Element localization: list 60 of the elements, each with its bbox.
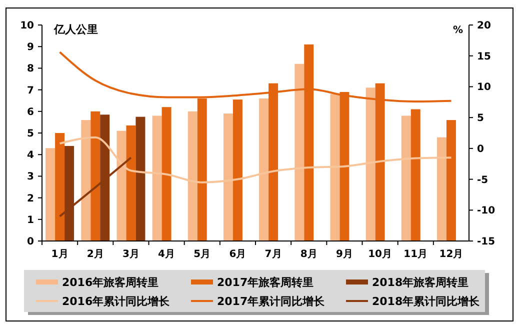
bar <box>126 125 136 241</box>
x-tick-label: 8月 <box>300 249 318 260</box>
y-tick-label: 10 <box>20 20 34 32</box>
x-tick-label: 5月 <box>194 249 211 260</box>
bar <box>259 98 269 241</box>
y-tick-label: 5 <box>27 128 34 140</box>
y2-tick-label: 0 <box>477 144 484 155</box>
y2-tick-label: -10 <box>477 206 496 217</box>
legend-label: 2018年累计同比增长 <box>372 294 481 308</box>
bar <box>152 116 162 241</box>
y2-axis-title: % <box>452 25 463 36</box>
bar <box>90 111 100 241</box>
legend-label: 2017年旅客周转里 <box>217 276 314 289</box>
y-tick-label: 7 <box>27 85 34 96</box>
y-tick-label: 4 <box>27 150 34 162</box>
legend-label: 2018年旅客周转里 <box>372 276 469 289</box>
bar <box>294 64 304 241</box>
x-tick-label: 11月 <box>404 249 428 260</box>
bar <box>330 94 340 241</box>
bar <box>436 137 446 241</box>
y-tick-label: 3 <box>27 172 34 183</box>
y2-tick-label: 5 <box>477 113 484 124</box>
x-tick-label: 1月 <box>51 249 68 260</box>
bar <box>116 130 126 241</box>
bar <box>136 116 146 241</box>
x-tick-label: 7月 <box>264 249 282 260</box>
bar <box>46 148 56 241</box>
bar <box>446 120 456 241</box>
y2-tick-label: -5 <box>477 174 488 186</box>
y-tick-label: 2 <box>27 193 34 204</box>
y2-tick-label: -15 <box>477 236 496 248</box>
bar <box>188 111 198 241</box>
line-series <box>58 136 452 184</box>
y-axis-title: 亿人公里 <box>53 23 98 36</box>
bar <box>223 114 233 241</box>
x-tick-label: 10月 <box>368 249 392 260</box>
bar <box>55 133 65 241</box>
x-tick-label: 4月 <box>158 249 176 260</box>
x-tick-label: 3月 <box>122 249 140 260</box>
y2-tick-label: 20 <box>477 20 491 32</box>
y2-tick-label: 10 <box>477 82 491 94</box>
y-tick-label: 1 <box>27 214 34 226</box>
y2-tick-label: 15 <box>477 51 491 62</box>
x-tick-label: 9月 <box>336 249 353 260</box>
x-tick-label: 2月 <box>86 249 104 260</box>
y-tick-label: 6 <box>27 106 34 118</box>
legend-label: 2016年旅客周转里 <box>62 276 159 289</box>
x-tick-label: 6月 <box>229 249 246 260</box>
bar <box>162 107 172 241</box>
bar <box>410 109 420 241</box>
legend-label: 2017年累计同比增长 <box>217 294 326 308</box>
y-tick-label: 9 <box>27 42 34 54</box>
bar <box>232 100 242 241</box>
bar <box>366 88 376 241</box>
y-tick-label: 0 <box>27 236 34 248</box>
x-tick-label: 12月 <box>439 249 464 260</box>
bar <box>81 120 91 241</box>
legend-label: 2016年累计同比增长 <box>62 294 171 308</box>
y-tick-label: 8 <box>27 64 34 75</box>
bar <box>401 116 411 241</box>
